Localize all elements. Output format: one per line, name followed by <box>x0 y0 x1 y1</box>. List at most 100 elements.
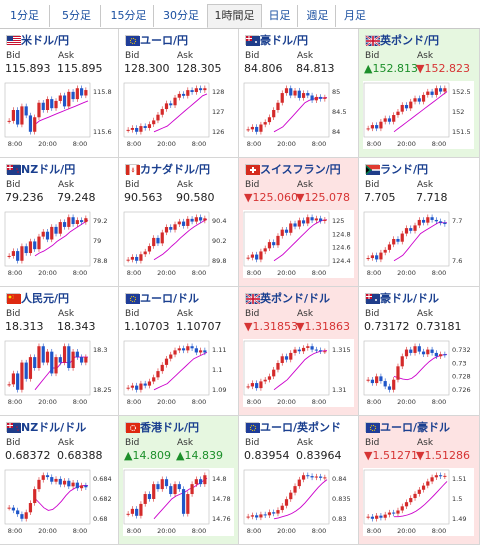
pair-title-link[interactable]: ランド/円 <box>365 161 428 177</box>
candle-body <box>379 376 383 382</box>
bid-value: 90.563 <box>124 191 163 204</box>
price-chart[interactable]: 0.732 0.73 0.728 0.726 8:00 20:00 8:00 <box>363 339 474 407</box>
price-chart[interactable]: 128 127 126 8:00 20:00 8:00 <box>123 81 234 149</box>
ask-value: ▼125.078 <box>296 191 350 204</box>
price-chart[interactable]: 0.684 0.682 0.68 8:00 20:00 8:00 <box>4 468 115 536</box>
currency-card[interactable]: 豪ドル/円 Bid Ask 84.806 84.813 85 84.5 84 8:00 20:00… <box>239 29 359 158</box>
candle-body <box>33 357 37 368</box>
currency-card[interactable]: カナダドル/円 Bid Ask 90.563 90.580 90.4 90.2 89.8 8:0… <box>119 158 239 287</box>
price-chart[interactable]: 1.11 1.1 1.09 8:00 20:00 8:00 <box>123 339 234 407</box>
pair-title-link[interactable]: スイスフラン/円 <box>245 161 341 177</box>
currency-card[interactable]: ランド/円 Bid Ask 7.705 7.718 7.7 7.6 8:00 20:00 8:00 <box>359 158 480 287</box>
x-tick-label: 8:00 <box>8 527 23 535</box>
bid-value: ▼1.31853 <box>244 320 298 333</box>
candle-body <box>434 88 438 95</box>
currency-card[interactable]: 人民元/円 Bid Ask 18.313 18.343 18.3 18.25 8:00 20:0… <box>0 287 119 416</box>
tab-8[interactable]: 月足 <box>344 9 366 22</box>
bid-value: ▼1.51271 <box>364 449 418 462</box>
candle-body <box>375 515 379 519</box>
pair-title-link[interactable]: ユーロ/ドル <box>125 290 199 306</box>
ask-label: Ask <box>297 180 314 190</box>
y-tick-label: 18.25 <box>93 386 112 394</box>
pair-title-link[interactable]: カナダドル/円 <box>125 161 210 177</box>
pair-title-link[interactable]: ユーロ/英ポンド <box>245 419 341 435</box>
x-tick-label: 20:00 <box>157 398 176 406</box>
currency-card[interactable]: ユーロ/ドル Bid Ask 1.10703 1.10707 1.11 1.1 1.09 8:0… <box>119 287 239 416</box>
y-tick-label: 152 <box>452 108 464 116</box>
currency-card[interactable]: 英ポンド/円 Bid Ask ▲152.813 ▼152.823 152.5 152 151.… <box>359 29 480 158</box>
bid-label: Bid <box>125 438 140 448</box>
candle-body <box>24 246 28 254</box>
pair-title-link[interactable]: 香港ドル/円 <box>125 419 199 435</box>
price-chart[interactable]: 85 84.5 84 8:00 20:00 8:00 <box>243 81 354 149</box>
candle-body <box>280 505 284 511</box>
currency-card[interactable]: ユーロ/英ポンド Bid Ask 0.83954 0.83964 0.84 0.835 0.8… <box>239 416 359 545</box>
pair-title-link[interactable]: NZドル/ドル <box>6 419 86 435</box>
candle-body <box>263 248 267 252</box>
currency-card[interactable]: 豪ドル/ドル Bid Ask 0.73172 0.73181 0.732 0.73 0.728… <box>359 287 480 416</box>
price-chart[interactable]: 18.3 18.25 8:00 20:00 8:00 <box>4 339 115 407</box>
chart-frame <box>243 469 330 525</box>
price-chart[interactable]: 0.84 0.835 0.83 8:00 20:00 8:00 <box>243 468 354 536</box>
pair-title-link[interactable]: 米ドル/円 <box>6 32 69 48</box>
candle-body <box>41 346 45 363</box>
y-tick-label: 1.51 <box>452 475 466 483</box>
tab-3[interactable]: 15分足 <box>104 5 154 27</box>
candle-body <box>443 222 447 225</box>
currency-card[interactable]: ユーロ/円 Bid Ask 128.300 128.305 128 127 126 8:00 20… <box>119 29 239 158</box>
candle-body <box>370 379 374 384</box>
pair-title-link[interactable]: NZドル/円 <box>6 161 75 177</box>
tab-7[interactable]: 週足 <box>300 5 336 27</box>
price-chart[interactable]: 152.5 152 151.5 8:00 20:00 8:00 <box>363 81 474 149</box>
pair-title-link[interactable]: 英ポンド/円 <box>365 32 439 48</box>
chart-background <box>363 468 474 536</box>
price-chart[interactable]: 90.4 90.2 89.8 8:00 20:00 8:00 <box>123 210 234 278</box>
moving-average-line <box>34 219 89 257</box>
price-chart[interactable]: 14.8 14.78 14.76 8:00 20:00 8:00 <box>123 468 234 536</box>
price-chart[interactable]: 115.8 115.6 8:00 20:00 8:00 <box>4 81 115 149</box>
tab-1[interactable]: 1分足 <box>0 5 50 27</box>
candle-body <box>409 498 413 503</box>
pair-title-link[interactable]: 英ポンド/ドル <box>245 290 330 306</box>
tab-4[interactable]: 30分足 <box>163 9 199 22</box>
candle-body <box>33 489 37 504</box>
candle-body <box>16 251 20 261</box>
pair-title-link[interactable]: 豪ドル/円 <box>245 32 308 48</box>
y-tick-label: 124.6 <box>332 244 351 252</box>
currency-card[interactable]: 香港ドル/円 Bid Ask ▲14.809 ▲14.839 14.8 14.78 14.76… <box>119 416 239 545</box>
candle-body <box>75 88 79 100</box>
tab-2[interactable]: 5分足 <box>53 5 101 27</box>
candle-body <box>434 352 438 357</box>
currency-card[interactable]: ユーロ/豪ドル Bid Ask ▼1.51271 ▼1.51286 1.51 1.5 1.49… <box>359 416 480 545</box>
bid-label: Bid <box>245 51 260 61</box>
x-tick-label: 8:00 <box>432 269 447 277</box>
price-chart[interactable]: 7.7 7.6 8:00 20:00 8:00 <box>363 210 474 278</box>
currency-card[interactable]: 米ドル/円 Bid Ask 115.893 115.895 115.8 115.6 8:00 2… <box>0 29 119 158</box>
chart-background <box>243 468 354 536</box>
tab-5[interactable]: 1時間足 <box>207 4 262 28</box>
candle-body <box>199 350 203 353</box>
price-chart[interactable]: 125 124.8 124.6 124.4 8:00 20:00 8:00 <box>243 210 354 278</box>
pair-title-link[interactable]: ユーロ/豪ドル <box>365 419 450 435</box>
candle-body <box>387 244 392 250</box>
pair-title-link[interactable]: 豪ドル/ドル <box>365 290 439 306</box>
pair-title-link[interactable]: ユーロ/円 <box>125 32 188 48</box>
currency-card[interactable]: NZドル/円 Bid Ask 79.236 79.248 79.2 79 78.8 8:00 20… <box>0 158 119 287</box>
currency-card[interactable]: スイスフラン/円 Bid Ask ▼125.060 ▼125.078 125 124.8 12… <box>239 158 359 287</box>
ask-value: 84.813 <box>296 62 335 75</box>
tab-6[interactable]: 日足 <box>262 5 298 27</box>
candle-body <box>71 351 75 368</box>
price-chart[interactable]: 79.2 79 78.8 8:00 20:00 8:00 <box>4 210 115 278</box>
price-chart[interactable]: 1.51 1.5 1.49 8:00 20:00 8:00 <box>363 468 474 536</box>
candle-body <box>37 346 41 368</box>
candle-body <box>370 255 374 259</box>
ask-label: Ask <box>417 438 434 448</box>
candle-body <box>156 484 160 490</box>
currency-card[interactable]: 英ポンド/ドル Bid Ask ▼1.31853 ▼1.31863 1.315 1.31 8:… <box>239 287 359 416</box>
candle-body <box>375 376 379 384</box>
pair-title-link[interactable]: 人民元/円 <box>6 290 69 306</box>
flag-ch-icon <box>245 164 260 175</box>
price-chart[interactable]: 1.315 1.31 8:00 20:00 8:00 <box>243 339 354 407</box>
currency-card[interactable]: NZドル/ドル Bid Ask 0.68372 0.68388 0.684 0.682 0.6… <box>0 416 119 545</box>
bid-label: Bid <box>6 180 21 190</box>
